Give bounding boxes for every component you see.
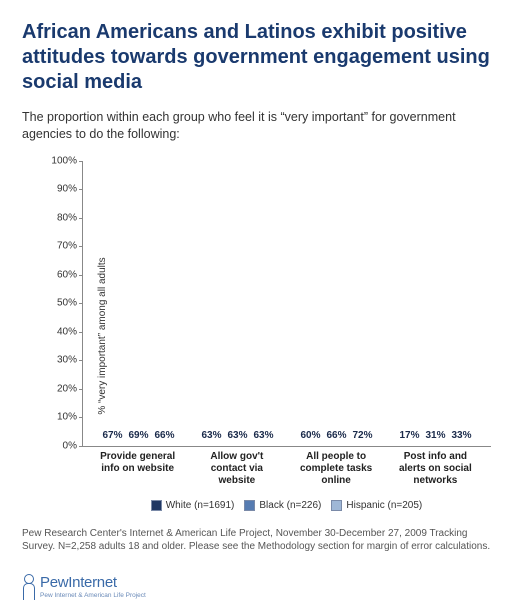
bar-value-label: 69%	[128, 430, 148, 441]
x-category-label: All people to complete tasks online	[295, 451, 377, 487]
y-tick-label: 10%	[45, 412, 77, 423]
x-category-label: Post info and alerts on social networks	[394, 451, 476, 487]
x-category-label: Allow gov't contact via website	[196, 451, 278, 487]
y-tick-mark	[79, 218, 83, 219]
plot-area: 67%69%66%63%63%63%60%66%72%17%31%33% 0%1…	[82, 161, 491, 447]
y-tick-label: 100%	[45, 155, 77, 166]
y-tick-mark	[79, 360, 83, 361]
chart-subtitle: The proportion within each group who fee…	[22, 109, 503, 143]
y-tick-mark	[79, 161, 83, 162]
bar-value-label: 67%	[102, 430, 122, 441]
y-tick-label: 80%	[45, 212, 77, 223]
bar-chart: % “very important” among all adults 67%6…	[44, 161, 503, 511]
legend-swatch	[331, 500, 342, 511]
x-labels: Provide general info on website Allow gov…	[82, 451, 491, 487]
pew-logo-icon	[22, 574, 34, 600]
y-tick-mark	[79, 332, 83, 333]
y-tick-label: 70%	[45, 241, 77, 252]
y-tick-mark	[79, 417, 83, 418]
legend: White (n=1691) Black (n=226) Hispanic (n=2…	[82, 500, 491, 511]
legend-label: Black (n=226)	[259, 500, 321, 511]
pew-logo: PewInternet Pew Internet & American Life…	[22, 574, 503, 600]
y-tick-mark	[79, 246, 83, 247]
y-tick-mark	[79, 275, 83, 276]
chart-title: African Americans and Latinos exhibit po…	[22, 20, 503, 95]
y-tick-label: 40%	[45, 326, 77, 337]
legend-label: Hispanic (n=205)	[346, 500, 422, 511]
legend-item: White (n=1691)	[151, 500, 235, 511]
bar-value-label: 63%	[227, 430, 247, 441]
legend-swatch	[151, 500, 162, 511]
y-tick-label: 90%	[45, 184, 77, 195]
bar-value-label: 31%	[425, 430, 445, 441]
pew-logo-text: PewInternet	[40, 574, 146, 591]
y-tick-mark	[79, 389, 83, 390]
y-tick-label: 20%	[45, 383, 77, 394]
legend-swatch	[244, 500, 255, 511]
y-tick-label: 60%	[45, 269, 77, 280]
bar-value-label: 63%	[253, 430, 273, 441]
bar-value-label: 17%	[399, 430, 419, 441]
bar-value-label: 72%	[352, 430, 372, 441]
bars-container: 67% 69% 66% 63% 63% 63% 60% 66% 72% 17% 31% 33%	[83, 161, 491, 446]
bar-value-label: 33%	[451, 430, 471, 441]
source-footnote: Pew Research Center's Internet & America…	[22, 527, 503, 554]
bar-value-label: 60%	[300, 430, 320, 441]
y-tick-label: 0%	[45, 440, 77, 451]
legend-item: Black (n=226)	[244, 500, 321, 511]
x-category-label: Provide general info on website	[97, 451, 179, 487]
legend-item: Hispanic (n=205)	[331, 500, 422, 511]
bar-value-label: 63%	[201, 430, 221, 441]
y-tick-label: 30%	[45, 355, 77, 366]
legend-label: White (n=1691)	[166, 500, 235, 511]
bar-value-label: 66%	[326, 430, 346, 441]
y-tick-mark	[79, 446, 83, 447]
pew-logo-subtext: Pew Internet & American Life Project	[40, 592, 146, 599]
y-tick-label: 50%	[45, 298, 77, 309]
y-tick-mark	[79, 189, 83, 190]
y-tick-mark	[79, 303, 83, 304]
bar-value-label: 66%	[154, 430, 174, 441]
